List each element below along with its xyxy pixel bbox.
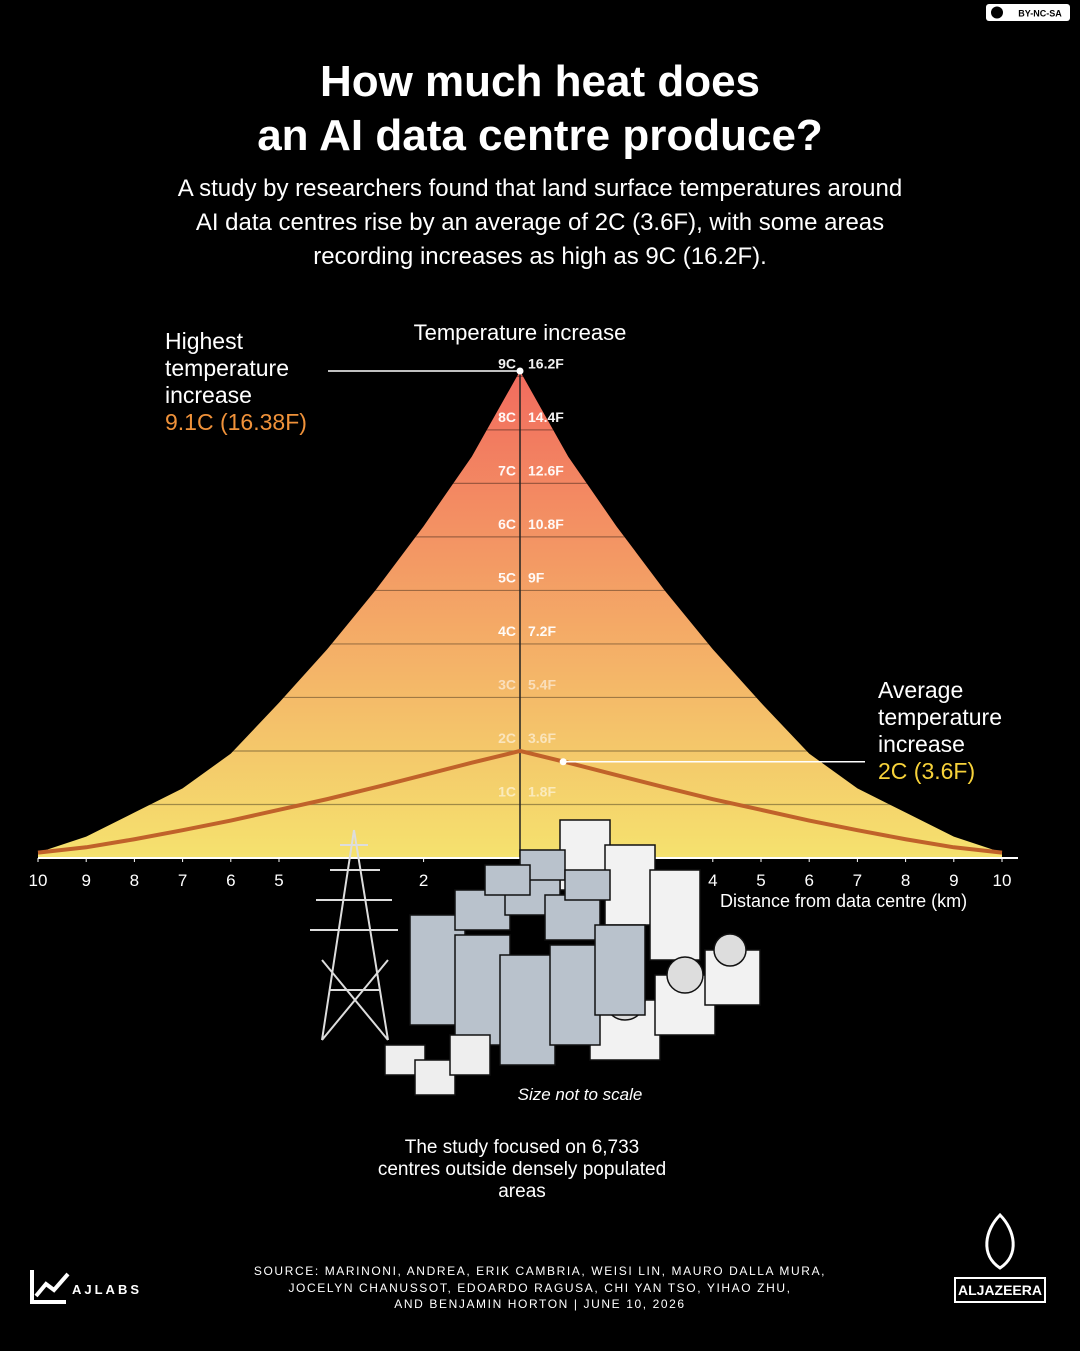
subtitle-line: A study by researchers found that land s… — [177, 175, 903, 202]
x-tick-label: 2 — [419, 871, 428, 890]
x-tick-label: 7 — [853, 871, 862, 890]
scale-note: Size not to scale — [517, 1085, 643, 1104]
line — [37, 748, 1003, 855]
y-axis-title: Temperature increase — [413, 320, 627, 345]
brand-box — [954, 1277, 1046, 1303]
y2-tick-label: 5.4F — [528, 676, 556, 692]
study-note: The study focused on 6,733 centres outsi… — [377, 1137, 667, 1202]
title-line: How much heat does — [319, 57, 761, 106]
brand-left: AJLABS — [72, 1282, 142, 1297]
y-tick-label: 5C — [498, 569, 516, 585]
peak-dot — [516, 367, 524, 375]
x-tick-label: 5 — [756, 871, 765, 890]
ajlabs-icon — [30, 1270, 70, 1304]
y2-tick-label: 9F — [528, 569, 545, 585]
y-tick-label: 1C — [498, 783, 516, 799]
annotation-value: 2C (3.6F) — [878, 758, 976, 784]
y2-tick-label: 7.2F — [528, 623, 556, 639]
y-tick-label: 9C — [498, 355, 516, 371]
y2-tick-label: 3.6F — [528, 730, 556, 746]
x-tick-label: 9 — [949, 871, 958, 890]
average-dot — [559, 758, 567, 766]
source-line: SOURCE: MARINONI, ANDREA, ERIK CAMBRIA, … — [253, 1264, 827, 1278]
y-tick-label: 3C — [498, 676, 516, 692]
brand-right: ALJAZEERA — [958, 1282, 1042, 1298]
illustration — [310, 819, 761, 1096]
y2-tick-label: 16.2F — [528, 355, 564, 371]
y2-tick-label: 1.8F — [528, 783, 556, 799]
y-tick-label: 6C — [498, 516, 516, 532]
subtitle: A study by researchers found that land s… — [0, 172, 1080, 274]
x-tick-label: 6 — [804, 871, 813, 890]
subtitle-line: AI data centres rise by an average of 2C… — [195, 209, 885, 236]
cc-icon — [991, 6, 1003, 19]
x-tick-label: 8 — [130, 871, 139, 890]
x-tick-label: 4 — [708, 871, 717, 890]
aljazeera-icon — [985, 1212, 1015, 1270]
y2-tick-label: 12.6F — [528, 462, 564, 478]
x-tick-label: 10 — [29, 871, 48, 890]
server-racks — [409, 849, 646, 1066]
y-tick-label: 4C — [498, 623, 516, 639]
x-tick-label: 10 — [993, 871, 1012, 890]
x-tick-label: 8 — [901, 871, 910, 890]
x-axis-title: Distance from data centre (km) — [720, 891, 968, 911]
x-tick-label: 5 — [274, 871, 283, 890]
y2-tick-label: 10.8F — [528, 516, 564, 532]
annotation-value: 9.1C (16.38F) — [165, 409, 307, 435]
y-tick-label: 2C — [498, 730, 516, 746]
series-name: Highest temperature increase — [165, 328, 290, 408]
y2-tick-label: 14.4F — [528, 409, 564, 425]
x-tick-label: 6 — [226, 871, 235, 890]
transformers — [384, 1034, 491, 1096]
source-line: AND BENJAMIN HORTON | JUNE 10, 2026 — [394, 1297, 686, 1311]
annotation-highest: Highest temperature increase 9.1C (16.38… — [165, 328, 340, 436]
license-badge — [986, 4, 1070, 21]
pylon — [310, 829, 398, 1041]
y-tick-label: 7C — [498, 462, 516, 478]
subtitle-line: recording increases as high as 9C (16.2F… — [313, 243, 767, 270]
source: SOURCE: MARINONI, ANDREA, ERIK CAMBRIA, … — [180, 1263, 900, 1313]
chart-title: How much heat does an AI data centre pro… — [0, 55, 1080, 163]
x-tick-label: 7 — [178, 871, 187, 890]
source-line: JOCELYN CHANUSSOT, EDOARDO RAGUSA, CHI Y… — [288, 1280, 792, 1295]
series-name: Average temperature increase — [878, 677, 1003, 757]
x-tick-label: 9 — [81, 871, 90, 890]
y-tick-label: 8C — [498, 409, 516, 425]
annotation-average: Average temperature increase 2C (3.6F) — [878, 677, 1043, 785]
license: BY-NC-SA — [1018, 9, 1062, 19]
title-line: an AI data centre produce? — [257, 111, 823, 160]
